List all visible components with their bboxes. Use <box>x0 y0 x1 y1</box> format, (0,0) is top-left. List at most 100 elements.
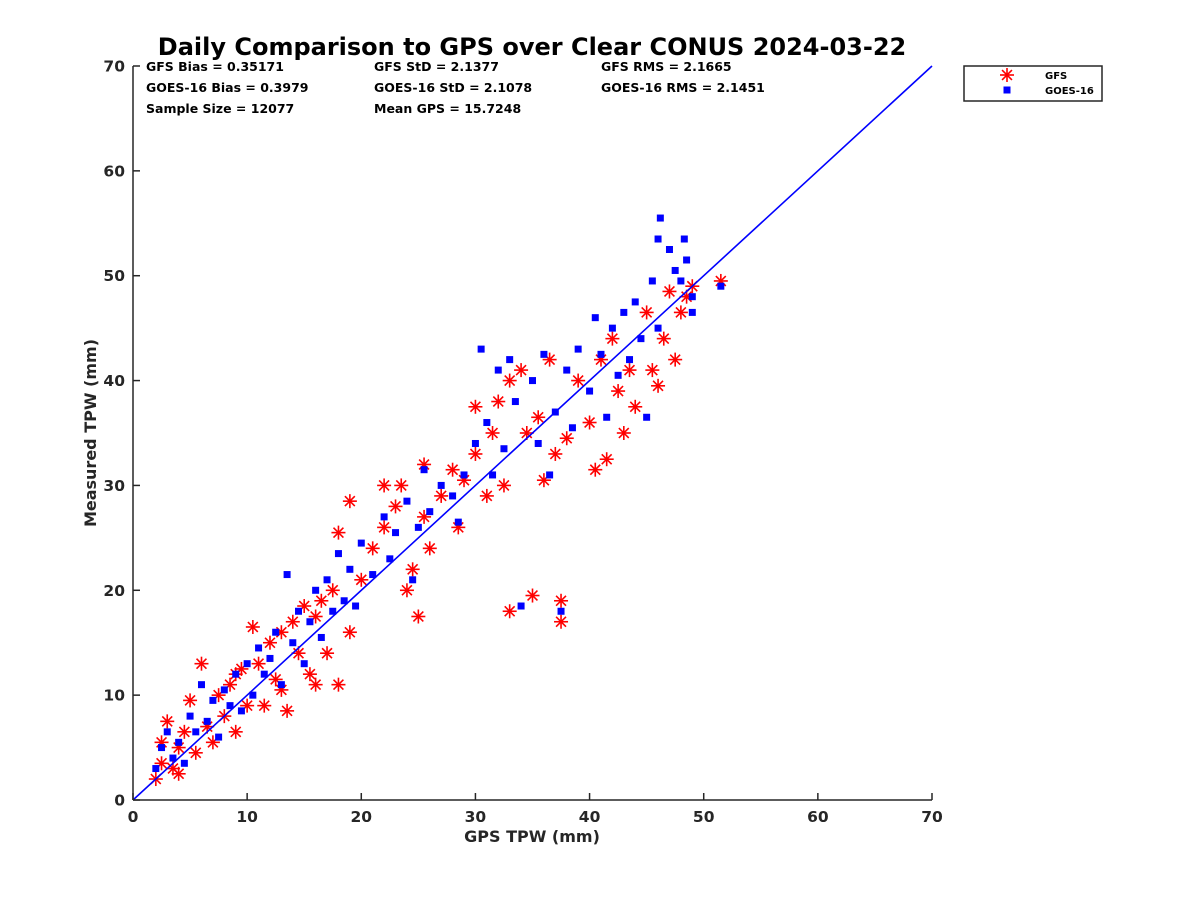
goes-16-point <box>557 607 565 615</box>
goes-16-point <box>306 618 314 626</box>
legend-gfs-asterisk <box>1000 68 1014 82</box>
gfs-point <box>405 562 420 577</box>
stat-goes-std: GOES-16 StD = 2.1078 <box>374 80 532 95</box>
goes-16-point <box>272 628 280 636</box>
goes-16-point <box>186 712 194 720</box>
gfs-point <box>445 462 460 477</box>
gfs-point <box>280 703 295 718</box>
chart-title: Daily Comparison to GPS over Clear CONUS… <box>158 33 906 61</box>
gfs-point <box>354 572 369 587</box>
goes-16-point <box>420 466 428 474</box>
gfs-point <box>525 588 540 603</box>
goes-16-point <box>540 350 548 358</box>
goes-16-point <box>312 586 320 594</box>
goes-16-point <box>334 550 342 558</box>
goes-16-point <box>563 366 571 374</box>
gfs-point <box>434 488 449 503</box>
gfs-point <box>262 635 277 650</box>
goes-16-point <box>471 439 479 447</box>
gfs-point <box>628 399 643 414</box>
gfs-point <box>154 756 169 771</box>
y-tick-label: 40 <box>103 372 125 390</box>
gfs-point <box>468 446 483 461</box>
stat-goes-rms: GOES-16 RMS = 2.1451 <box>601 80 765 95</box>
gfs-point <box>662 284 677 299</box>
goes-16-point <box>289 639 297 647</box>
gfs-point <box>588 462 603 477</box>
goes-16-point <box>255 644 263 652</box>
goes-16-point <box>500 445 508 453</box>
gfs-point <box>302 667 317 682</box>
x-axis-ticks: 0 10 20 30 40 50 60 70 <box>128 793 943 826</box>
goes-16-point <box>209 696 217 704</box>
goes-16-point <box>380 513 388 521</box>
goes-16-point <box>637 335 645 343</box>
gfs-point <box>257 698 272 713</box>
gfs-point <box>502 373 517 388</box>
goes-16-point <box>152 765 160 773</box>
goes-16-point <box>449 492 457 500</box>
goes-16-point <box>437 481 445 489</box>
y-tick-label: 10 <box>103 687 125 705</box>
goes-16-point <box>260 670 268 678</box>
goes-16-point <box>591 314 599 322</box>
goes-16-point <box>317 633 325 641</box>
x-tick-label: 20 <box>350 808 372 826</box>
gfs-point <box>616 426 631 440</box>
goes-16-point <box>266 654 274 662</box>
goes-16-point <box>215 733 223 741</box>
goes-16-point <box>656 214 664 222</box>
legend-goes-16-label: GOES-16 <box>1045 86 1094 97</box>
gfs-point <box>531 410 546 425</box>
gfs-point <box>331 525 346 540</box>
goes-16-point <box>340 597 348 605</box>
gfs-point <box>183 693 198 708</box>
x-tick-label: 0 <box>128 808 139 826</box>
goes-16-point <box>403 497 411 505</box>
gfs-point <box>502 604 517 619</box>
gfs-point <box>377 478 392 493</box>
gfs-point <box>388 499 403 514</box>
goes-16-point <box>586 387 594 395</box>
goes-16-point <box>346 565 354 573</box>
goes-16-point <box>483 419 491 427</box>
goes-16-point <box>654 324 662 332</box>
gfs-point <box>285 614 300 629</box>
x-tick-label: 50 <box>693 808 715 826</box>
gfs-point <box>673 305 688 320</box>
gfs-point <box>223 677 238 692</box>
stat-gfs-bias: GFS Bias = 0.35171 <box>146 59 284 74</box>
gfs-point <box>485 426 500 440</box>
gfs-point <box>668 352 683 367</box>
gfs-point <box>605 331 620 346</box>
goes-16-point <box>392 529 400 537</box>
goes-16-point <box>369 571 377 579</box>
goes-16-point <box>568 424 576 432</box>
goes-16-point <box>683 256 691 264</box>
goes-16-point <box>203 717 211 725</box>
goes-16-point <box>237 707 245 715</box>
goes-16-point <box>688 293 696 301</box>
goes-16-point <box>614 371 622 379</box>
gfs-point <box>245 619 260 634</box>
goes-16-point <box>426 508 434 516</box>
gfs-point <box>571 373 586 388</box>
gfs-point <box>160 714 175 729</box>
gfs-point <box>377 520 392 535</box>
gfs-point <box>548 446 563 461</box>
gfs-point <box>177 724 192 739</box>
goes-16-point <box>477 345 485 353</box>
gfs-point <box>342 625 357 640</box>
x-axis-label: GPS TPW (mm) <box>464 827 600 846</box>
gfs-point <box>194 656 209 671</box>
goes-16-point <box>226 702 234 710</box>
goes-16-point <box>717 282 725 290</box>
stat-gfs-std: GFS StD = 2.1377 <box>374 59 499 74</box>
goes-16-point <box>626 356 634 364</box>
goes-16-point <box>232 670 240 678</box>
goes-16-point <box>323 576 331 584</box>
goes-16-point <box>494 366 502 374</box>
goes-16-point <box>329 607 337 615</box>
